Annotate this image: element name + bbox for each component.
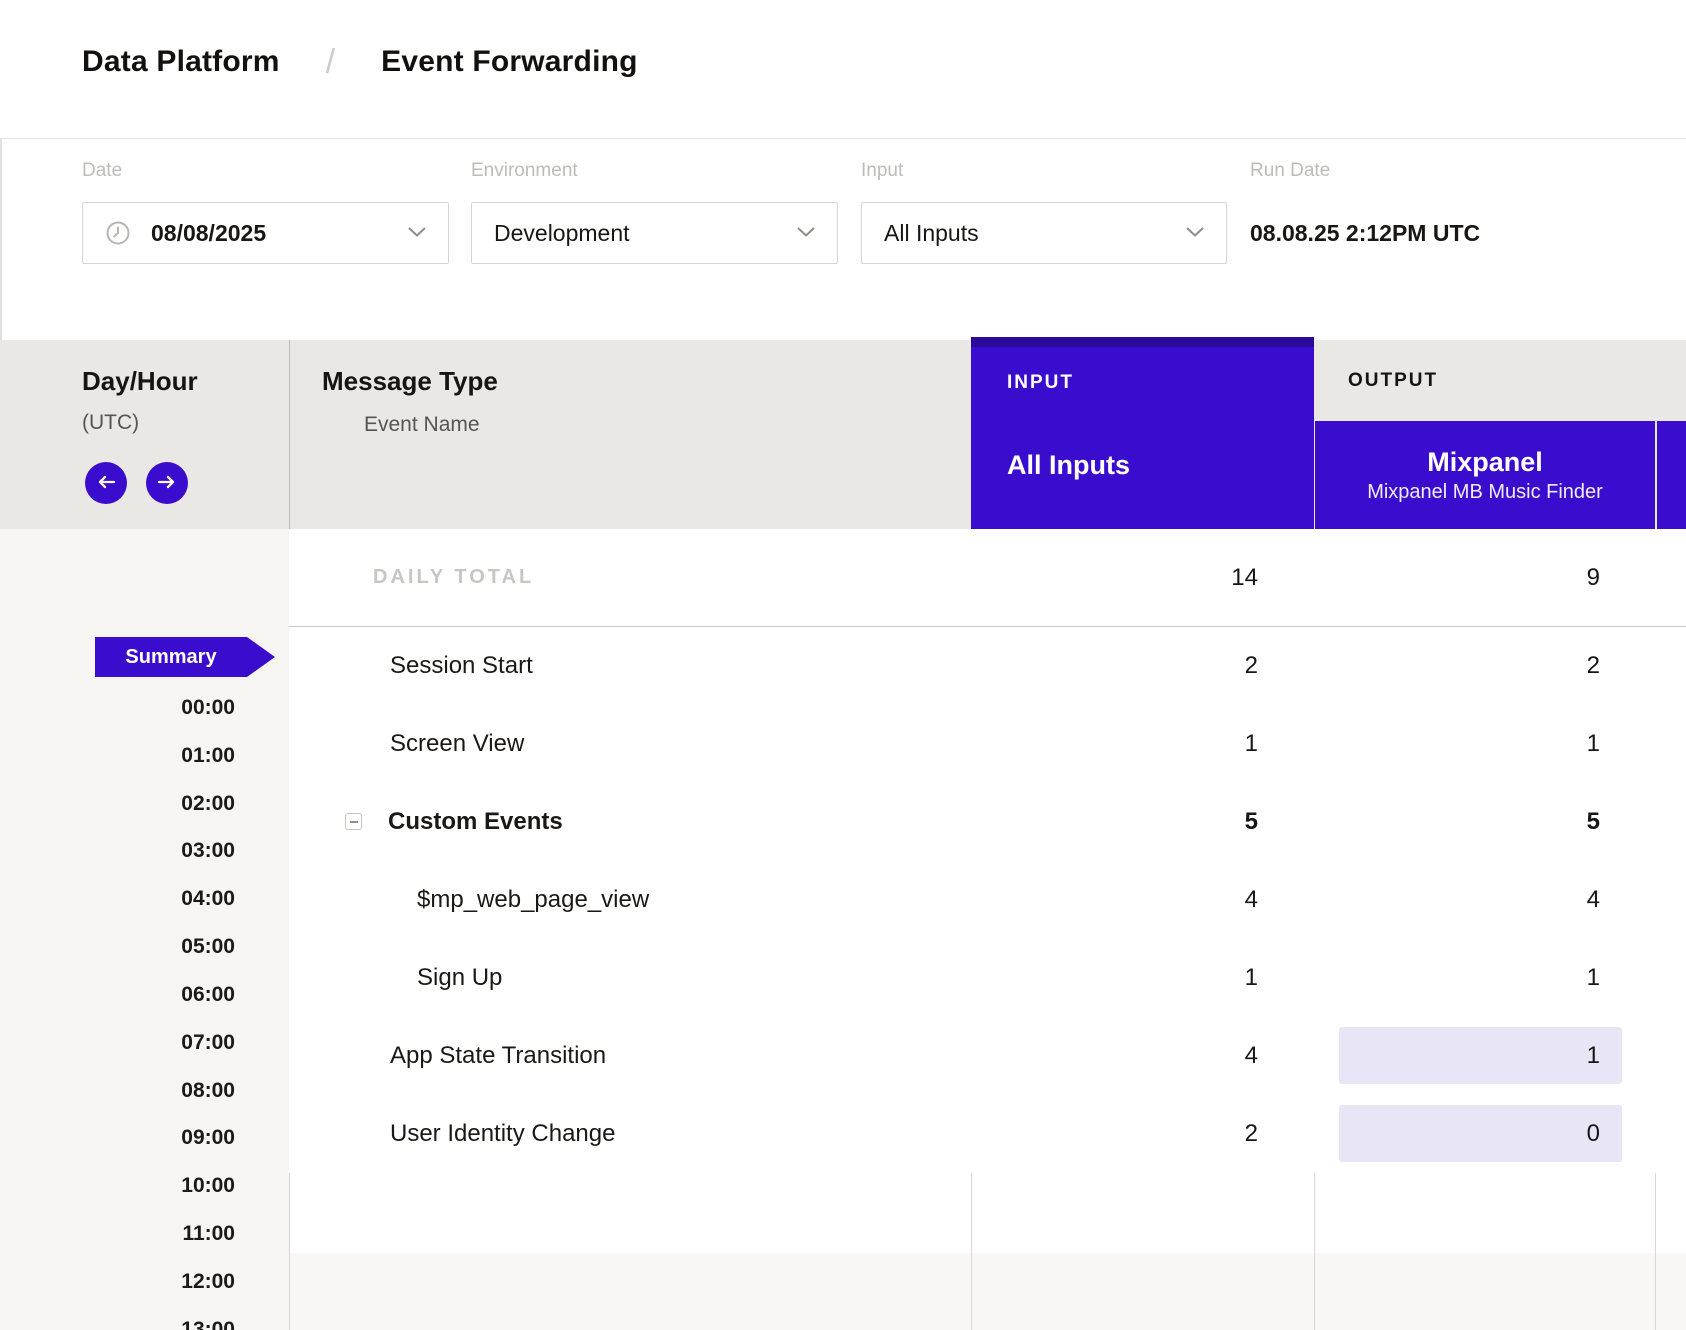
hour-label-0900[interactable]: 09:00 xyxy=(181,1126,235,1149)
page-title: Event Forwarding xyxy=(381,45,638,78)
date-dropdown[interactable]: 08/08/2025 xyxy=(82,202,449,264)
event-row-session-start: Session Start 2 2 xyxy=(289,627,1686,705)
event-row-label: $mp_web_page_view xyxy=(417,886,650,913)
collapse-toggle-icon[interactable] xyxy=(345,813,362,830)
day-hour-column-title: Day/Hour xyxy=(82,366,198,396)
chevron-down-icon xyxy=(408,224,426,242)
summary-badge-label: Summary xyxy=(125,646,217,668)
event-row-input-value: 4 xyxy=(1244,1042,1258,1069)
event-row-screen-view: Screen View 1 1 xyxy=(289,705,1686,783)
event-row-label: App State Transition xyxy=(390,1042,607,1069)
output-group-label: OUTPUT xyxy=(1348,370,1439,391)
event-row-label: Custom Events xyxy=(388,808,563,835)
event-row-input-value: 5 xyxy=(1244,808,1258,835)
hour-label-0800[interactable]: 08:00 xyxy=(181,1079,235,1102)
run-date-value: 08.08.25 2:12PM UTC xyxy=(1250,219,1481,246)
event-row-label: Sign Up xyxy=(417,964,503,991)
chevron-down-icon xyxy=(797,224,815,242)
event-row-output-value: 1 xyxy=(1586,730,1600,757)
hour-label-0000[interactable]: 00:00 xyxy=(181,696,235,719)
output-column-partial xyxy=(1657,421,1686,529)
input-filter-label: Input xyxy=(861,160,904,181)
next-day-button[interactable] xyxy=(146,462,188,504)
event-row-input-value: 1 xyxy=(1244,964,1258,991)
hour-label-1300[interactable]: 13:00 xyxy=(181,1318,235,1330)
run-date-group: Run Date 08.08.25 2:12PM UTC xyxy=(1250,160,1480,264)
event-row-sign-up: Sign Up 1 1 xyxy=(289,939,1686,1017)
output-column-name: Mixpanel xyxy=(1427,446,1543,477)
divider xyxy=(289,340,290,529)
event-row-mp-web-page-view: $mp_web_page_view 4 4 xyxy=(289,861,1686,939)
daily-total-label: DAILY TOTAL xyxy=(373,566,535,588)
input-filter-group: Input All Inputs xyxy=(861,160,1227,264)
event-row-app-state-transition: App State Transition 4 1 xyxy=(289,1017,1686,1095)
highlighted-output-cell[interactable]: 1 xyxy=(1339,1027,1622,1084)
environment-value: Development xyxy=(494,219,630,246)
environment-dropdown[interactable]: Development xyxy=(471,202,838,264)
input-column-header-accent xyxy=(971,337,1314,347)
output-column-subtitle: Mixpanel MB Music Finder xyxy=(1367,480,1603,503)
event-row-input-value: 2 xyxy=(1244,652,1258,679)
breadcrumb-separator: / xyxy=(325,42,336,81)
day-hour-column-subtitle: (UTC) xyxy=(82,411,140,434)
event-row-custom-events: Custom Events 5 5 xyxy=(289,783,1686,861)
date-filter-group: Date 08/08/2025 xyxy=(82,160,449,264)
input-group-label: INPUT xyxy=(1007,372,1074,393)
arrow-left-icon xyxy=(95,474,117,493)
date-filter-label: Date xyxy=(82,160,123,181)
event-row-label: Session Start xyxy=(390,652,533,679)
environment-filter-label: Environment xyxy=(471,160,578,181)
event-row-output-value: 2 xyxy=(1586,652,1600,679)
daily-total-output-value: 9 xyxy=(1586,564,1600,591)
input-column-name: All Inputs xyxy=(1007,450,1130,480)
breadcrumb-section[interactable]: Data Platform xyxy=(82,45,280,78)
message-type-column-subtitle: Event Name xyxy=(364,413,480,436)
hour-label-0100[interactable]: 01:00 xyxy=(181,744,235,767)
input-column-header[interactable]: INPUT All Inputs xyxy=(971,337,1314,529)
event-row-label: Screen View xyxy=(390,730,525,757)
hour-label-0600[interactable]: 06:00 xyxy=(181,983,235,1006)
hour-label-0700[interactable]: 07:00 xyxy=(181,1031,235,1054)
input-value: All Inputs xyxy=(884,219,979,246)
event-row-output-value: 4 xyxy=(1586,886,1600,913)
prev-day-button[interactable] xyxy=(85,462,127,504)
table-footer-area xyxy=(289,1253,1686,1330)
hour-label-0500[interactable]: 05:00 xyxy=(181,935,235,958)
input-dropdown[interactable]: All Inputs xyxy=(861,202,1227,264)
environment-filter-group: Environment Development xyxy=(471,160,838,264)
output-column-header[interactable]: Mixpanel Mixpanel MB Music Finder xyxy=(1315,421,1655,529)
hour-label-0400[interactable]: 04:00 xyxy=(181,887,235,910)
event-row-output-value: 1 xyxy=(1586,964,1600,991)
table-body-filler xyxy=(289,1173,1686,1253)
run-date-label: Run Date xyxy=(1250,160,1331,181)
event-row-input-value: 2 xyxy=(1244,1120,1258,1147)
daily-total-row: DAILY TOTAL 14 9 xyxy=(289,529,1686,627)
event-row-input-value: 4 xyxy=(1244,886,1258,913)
event-row-output-value: 1 xyxy=(1586,1042,1600,1069)
message-type-column-title: Message Type xyxy=(322,366,498,396)
daily-total-input-value: 14 xyxy=(1231,564,1258,591)
hour-label-0200[interactable]: 02:00 xyxy=(181,792,235,815)
date-value: 08/08/2025 xyxy=(151,219,267,246)
chevron-down-icon xyxy=(1186,224,1204,242)
event-row-output-value: 0 xyxy=(1586,1120,1600,1147)
event-row-label: User Identity Change xyxy=(390,1120,616,1147)
top-bar: Data Platform / Event Forwarding xyxy=(0,0,1686,139)
breadcrumb: Data Platform / Event Forwarding xyxy=(82,0,638,124)
event-row-input-value: 1 xyxy=(1244,730,1258,757)
clock-icon xyxy=(105,220,131,246)
hour-label-1000[interactable]: 10:00 xyxy=(181,1174,235,1197)
summary-badge[interactable]: Summary xyxy=(95,637,275,677)
event-row-user-identity-change: User Identity Change 2 0 xyxy=(289,1095,1686,1173)
hour-label-0300[interactable]: 03:00 xyxy=(181,839,235,862)
hour-label-1100[interactable]: 11:00 xyxy=(182,1222,235,1245)
arrow-right-icon xyxy=(156,474,178,493)
highlighted-output-cell[interactable]: 0 xyxy=(1339,1105,1622,1162)
event-row-output-value: 5 xyxy=(1586,808,1600,835)
hour-label-1200[interactable]: 12:00 xyxy=(181,1270,235,1293)
